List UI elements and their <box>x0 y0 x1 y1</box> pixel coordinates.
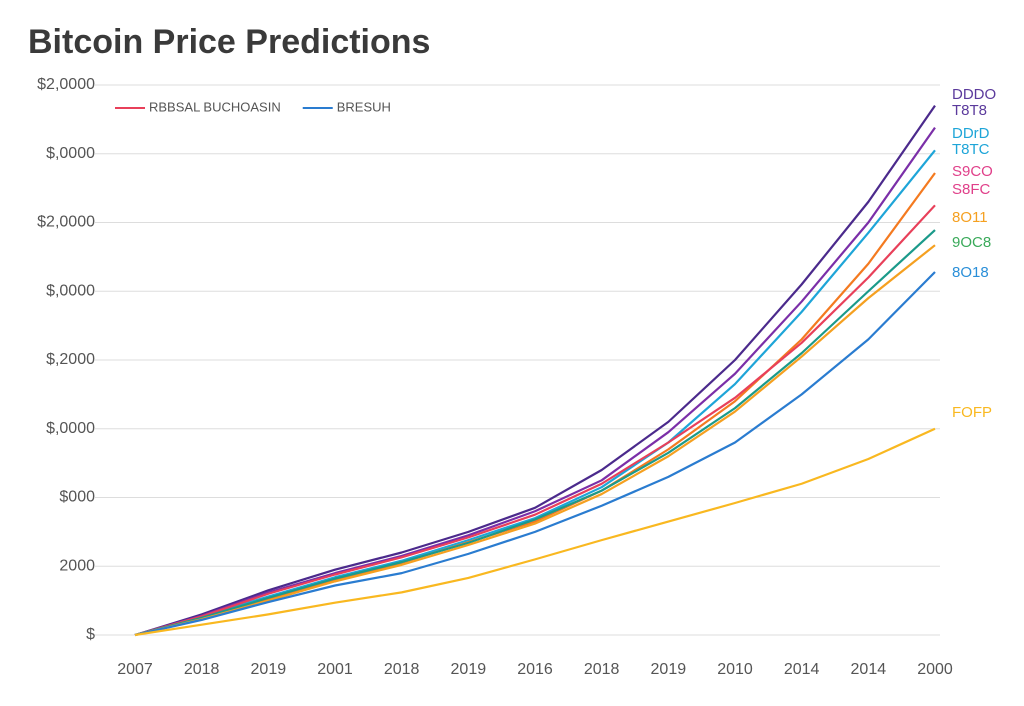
y-tick-label: $,2000 <box>46 351 95 368</box>
series-line <box>134 427 936 637</box>
annotation: T8T8 <box>952 102 987 119</box>
annotation: S9CO <box>952 163 993 180</box>
x-tick-label: 2019 <box>451 661 487 678</box>
annotation: 8O18 <box>952 264 989 281</box>
x-tick-label: 2007 <box>117 661 153 678</box>
x-tick-label: 2010 <box>717 661 753 678</box>
y-tick-label: $,0000 <box>46 282 95 299</box>
series-line <box>134 126 936 637</box>
series-line <box>134 104 936 637</box>
y-tick-label: $,0000 <box>46 145 95 162</box>
legend-label: BRESUH <box>337 99 391 114</box>
y-tick-label: $ <box>86 626 95 643</box>
annotation: FOFP <box>952 404 992 421</box>
x-tick-label: 2018 <box>384 661 420 678</box>
x-tick-label: 2019 <box>251 661 287 678</box>
legend-label: RBBSAL BUCHOASIN <box>149 99 281 114</box>
series-line <box>134 271 936 637</box>
annotation: 9OC8 <box>952 234 991 251</box>
y-tick-label: $2,0000 <box>37 214 95 231</box>
annotation: 8O11 <box>952 209 988 226</box>
x-tick-label: 2016 <box>517 661 553 678</box>
series-line <box>134 149 936 637</box>
y-tick-label: 2000 <box>59 557 95 574</box>
y-tick-label: $,0000 <box>46 420 95 437</box>
series-line <box>134 229 936 637</box>
x-tick-label: 2014 <box>784 661 820 678</box>
series-line <box>134 172 936 637</box>
series-line <box>134 244 936 637</box>
chart-title: Bitcoin Price Predictions <box>28 23 430 61</box>
x-tick-label: 2014 <box>851 661 887 678</box>
x-tick-label: 2018 <box>184 661 220 678</box>
annotation: DDrD <box>952 125 990 142</box>
series-line <box>134 204 936 637</box>
x-tick-label: 2000 <box>917 661 953 678</box>
x-tick-label: 2018 <box>584 661 620 678</box>
annotation: DDDO <box>952 86 996 103</box>
annotation: S8FC <box>952 181 991 198</box>
x-tick-label: 2001 <box>317 661 353 678</box>
y-tick-label: $000 <box>59 489 95 506</box>
annotation: T8TC <box>952 141 990 158</box>
x-tick-label: 2019 <box>651 661 687 678</box>
y-tick-label: $2,0000 <box>37 76 95 93</box>
